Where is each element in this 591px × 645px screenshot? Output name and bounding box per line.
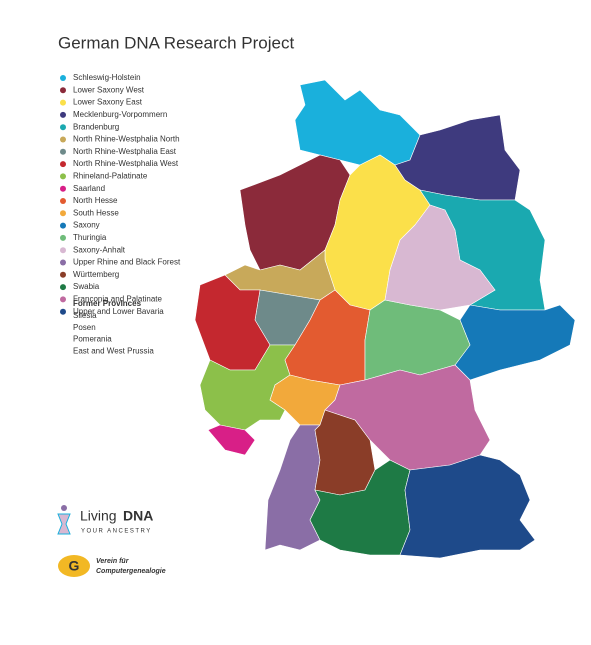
- logo-icon: G: [69, 558, 80, 574]
- former-province: Posen: [73, 323, 96, 332]
- legend-swatch: [60, 198, 66, 204]
- legend-swatch: [60, 111, 66, 118]
- logo-line: Computergenealogie: [96, 568, 166, 575]
- legend-swatch: [60, 259, 66, 266]
- legend-label: Saarland: [73, 184, 105, 193]
- legend-label: Schleswig-Holstein: [73, 73, 141, 82]
- region: [294, 79, 421, 166]
- legend-label: North Rhine-Westphalia North: [73, 135, 180, 144]
- legend-label: Lower Saxony West: [73, 85, 145, 94]
- former-heading: Former Provinces: [73, 299, 142, 308]
- former-province: Silesia: [73, 311, 97, 320]
- legend-swatch: [60, 136, 66, 143]
- region: [264, 424, 321, 551]
- legend-label: Swabia: [73, 282, 100, 291]
- legend-label: Upper Rhine and Black Forest: [73, 258, 181, 267]
- region: [207, 424, 256, 456]
- logo-name-bold: DNA: [123, 508, 153, 524]
- former-province: Pomerania: [73, 335, 112, 344]
- legend-swatch: [60, 222, 66, 229]
- legend-label: Brandenburg: [73, 122, 119, 131]
- legend-swatch: [60, 296, 66, 303]
- region: [454, 304, 576, 381]
- legend-label: Mecklenburg-Vorpommern: [73, 110, 167, 119]
- legend-swatch: [60, 210, 66, 217]
- logo-line: Verein für: [96, 558, 130, 565]
- logo-icon: [61, 505, 67, 511]
- logo-icon: [58, 555, 90, 577]
- legend-label: Rhineland-Palatinate: [73, 172, 148, 181]
- legend-swatch: [60, 161, 66, 168]
- legend-swatch: [60, 308, 66, 315]
- living-dna-logo: Living DNA YOUR ANCESTRY: [57, 505, 153, 535]
- map: [194, 79, 576, 559]
- title: German DNA Research Project: [58, 33, 294, 52]
- legend-swatch: [60, 247, 66, 254]
- legend-label: North Hesse: [73, 196, 118, 205]
- legend-label: North Rhine-Westphalia East: [73, 147, 177, 156]
- former-list: Silesia Posen Pomerania East and West Pruss…: [73, 311, 154, 355]
- legend-swatch: [60, 284, 66, 291]
- logo-name: Living: [80, 508, 117, 524]
- legend-label: Franconia and Palatinate: [73, 295, 163, 304]
- legend-swatch: [60, 271, 66, 278]
- logo-icon: [57, 513, 71, 535]
- legend-label: Württemberg: [73, 270, 119, 279]
- legend-swatch: [60, 75, 66, 81]
- legend: Schleswig-Holstein Lower Saxony West Lower…: [60, 73, 181, 316]
- region: [384, 204, 496, 311]
- legend-label: South Hesse: [73, 208, 119, 217]
- legend-swatch: [60, 99, 66, 106]
- legend-label: Saxony-Anhalt: [73, 245, 126, 254]
- legend-swatch: [60, 185, 66, 192]
- legend-label: Upper and Lower Bavaria: [73, 307, 164, 316]
- legend-swatch: [60, 87, 66, 94]
- logo-tagline: YOUR ANCESTRY: [81, 529, 152, 535]
- legend-label: North Rhine-Westphalia West: [73, 159, 179, 168]
- region: [399, 454, 536, 559]
- legend-swatch: [60, 124, 66, 131]
- legend-label: Saxony: [73, 221, 100, 230]
- legend-swatch: [60, 234, 66, 241]
- legend-label: Lower Saxony East: [73, 98, 143, 107]
- legend-label: Thuringia: [73, 233, 107, 242]
- legend-swatch: [60, 148, 66, 155]
- vfc-logo: G Verein für Computergenealogie: [58, 555, 166, 577]
- former-province: East and West Prussia: [73, 347, 154, 356]
- legend-swatch: [60, 173, 66, 180]
